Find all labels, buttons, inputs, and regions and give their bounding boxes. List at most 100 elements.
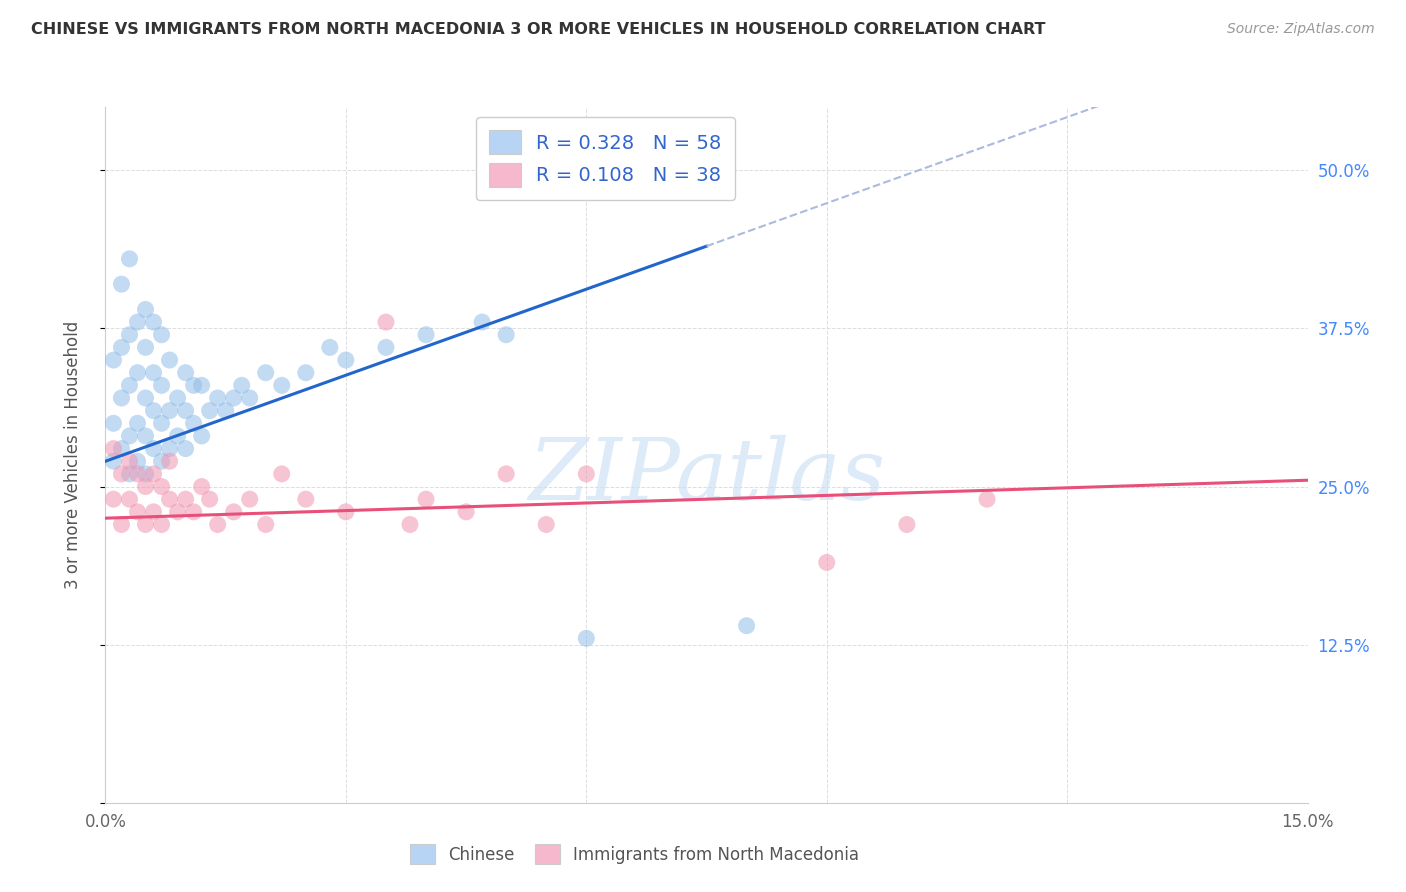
Point (150, 479, 173, 493)
Point (103, 417, 125, 431)
Point (174, 403, 197, 417)
Point (295, 492, 318, 507)
Point (127, 315, 149, 329)
Point (110, 340, 132, 354)
Point (222, 505, 245, 519)
Point (575, 467, 598, 481)
Point (174, 492, 197, 507)
Point (150, 454, 173, 468)
Point (214, 403, 236, 417)
Point (415, 492, 437, 507)
Point (127, 417, 149, 431)
Point (103, 492, 125, 507)
Point (166, 505, 188, 519)
Point (110, 277, 132, 292)
Point (735, 618, 758, 632)
Point (150, 417, 173, 431)
Point (110, 442, 132, 456)
Point (254, 517, 277, 532)
Point (575, 632, 598, 646)
Point (150, 517, 173, 532)
Text: Source: ZipAtlas.com: Source: ZipAtlas.com (1227, 22, 1375, 37)
Point (150, 378, 173, 392)
Point (135, 517, 157, 532)
Text: ZIPatlas: ZIPatlas (527, 434, 886, 517)
Point (142, 366, 165, 380)
Point (159, 403, 181, 417)
Point (207, 391, 229, 405)
Point (207, 517, 229, 532)
Point (198, 403, 221, 417)
Point (118, 492, 141, 507)
Point (222, 391, 245, 405)
Point (118, 252, 141, 266)
Point (254, 366, 277, 380)
Point (335, 505, 357, 519)
Point (110, 391, 132, 405)
Point (142, 315, 165, 329)
Point (118, 467, 141, 481)
Point (374, 340, 398, 354)
Legend: Chinese, Immigrants from North Macedonia: Chinese, Immigrants from North Macedonia (404, 838, 866, 871)
Point (103, 353, 125, 368)
Point (118, 378, 141, 392)
Point (270, 378, 292, 392)
Point (118, 327, 141, 342)
Point (142, 467, 165, 481)
Point (415, 327, 437, 342)
Point (150, 327, 173, 342)
Point (471, 315, 494, 329)
Point (198, 492, 221, 507)
Point (127, 454, 149, 468)
Point (135, 467, 157, 481)
Point (159, 454, 181, 468)
Point (142, 505, 165, 519)
Point (166, 391, 188, 405)
Point (174, 366, 197, 380)
Point (896, 517, 918, 532)
Point (110, 517, 132, 532)
Point (815, 556, 838, 570)
Point (183, 505, 205, 519)
Point (374, 315, 398, 329)
Point (118, 429, 141, 443)
Point (239, 492, 262, 507)
Point (103, 454, 125, 468)
Point (239, 391, 262, 405)
Point (127, 467, 149, 481)
Point (190, 429, 212, 443)
Point (454, 505, 477, 519)
Point (103, 442, 125, 456)
Point (976, 492, 998, 507)
Point (135, 340, 157, 354)
Point (127, 505, 149, 519)
Point (270, 467, 292, 481)
Point (174, 442, 197, 456)
Point (335, 353, 357, 368)
Point (495, 467, 517, 481)
Point (166, 429, 188, 443)
Point (110, 467, 132, 481)
Text: CHINESE VS IMMIGRANTS FROM NORTH MACEDONIA 3 OR MORE VEHICLES IN HOUSEHOLD CORRE: CHINESE VS IMMIGRANTS FROM NORTH MACEDON… (31, 22, 1046, 37)
Point (142, 403, 165, 417)
Point (135, 391, 157, 405)
Point (295, 366, 318, 380)
Point (319, 340, 342, 354)
Point (159, 353, 181, 368)
Point (190, 479, 212, 493)
Point (190, 378, 212, 392)
Point (231, 378, 253, 392)
Point (183, 417, 205, 431)
Point (142, 442, 165, 456)
Point (183, 378, 205, 392)
Point (534, 517, 557, 532)
Point (159, 442, 181, 456)
Y-axis label: 3 or more Vehicles in Household: 3 or more Vehicles in Household (63, 321, 82, 589)
Point (135, 302, 157, 317)
Point (399, 517, 422, 532)
Point (118, 454, 141, 468)
Point (159, 492, 181, 507)
Point (135, 429, 157, 443)
Point (127, 366, 149, 380)
Point (135, 479, 157, 493)
